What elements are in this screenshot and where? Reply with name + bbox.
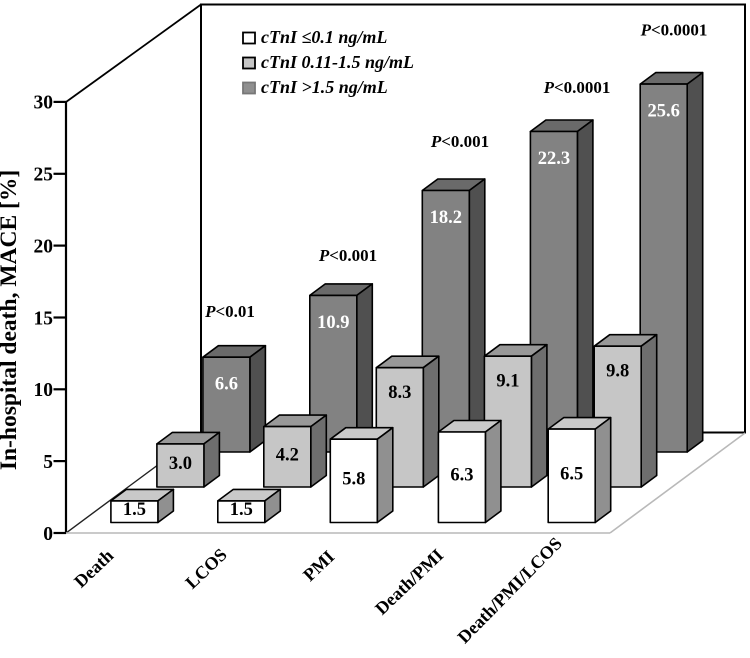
svg-text:20: 20 [34, 236, 54, 257]
svg-text:cTnI ≤0.1 ng/mL: cTnI ≤0.1 ng/mL [261, 27, 387, 47]
svg-text:9.1: 9.1 [496, 372, 519, 392]
svg-text:cTnI 0.11-1.5 ng/mL: cTnI 0.11-1.5 ng/mL [261, 52, 414, 72]
svg-text:6.6: 6.6 [215, 375, 238, 395]
svg-text:1.5: 1.5 [123, 500, 146, 520]
svg-text:25.6: 25.6 [648, 102, 680, 122]
svg-text:P<0.001: P<0.001 [430, 132, 489, 151]
svg-text:P<0.01: P<0.01 [204, 302, 255, 321]
svg-text:10.9: 10.9 [317, 313, 349, 333]
svg-text:In-hospital death, MACE [%]: In-hospital death, MACE [%] [0, 170, 22, 470]
svg-text:9.8: 9.8 [606, 362, 629, 382]
svg-text:0: 0 [43, 524, 53, 545]
svg-text:5: 5 [43, 452, 53, 473]
svg-text:18.2: 18.2 [430, 208, 462, 228]
svg-text:P<0.0001: P<0.0001 [543, 78, 611, 97]
svg-text:cTnI >1.5 ng/mL: cTnI >1.5 ng/mL [261, 77, 388, 97]
svg-text:6.3: 6.3 [450, 466, 473, 486]
svg-text:25: 25 [34, 165, 54, 186]
svg-text:10: 10 [34, 380, 54, 401]
svg-text:P<0.001: P<0.001 [318, 246, 377, 265]
svg-text:30: 30 [34, 93, 54, 114]
svg-text:15: 15 [34, 308, 54, 329]
svg-text:P<0.0001: P<0.0001 [640, 21, 708, 40]
svg-text:4.2: 4.2 [276, 445, 299, 465]
svg-text:22.3: 22.3 [538, 149, 570, 169]
svg-text:6.5: 6.5 [560, 464, 583, 484]
svg-text:1.5: 1.5 [230, 500, 253, 520]
svg-text:8.3: 8.3 [388, 383, 411, 403]
svg-text:3.0: 3.0 [169, 454, 192, 474]
svg-text:5.8: 5.8 [342, 469, 365, 489]
